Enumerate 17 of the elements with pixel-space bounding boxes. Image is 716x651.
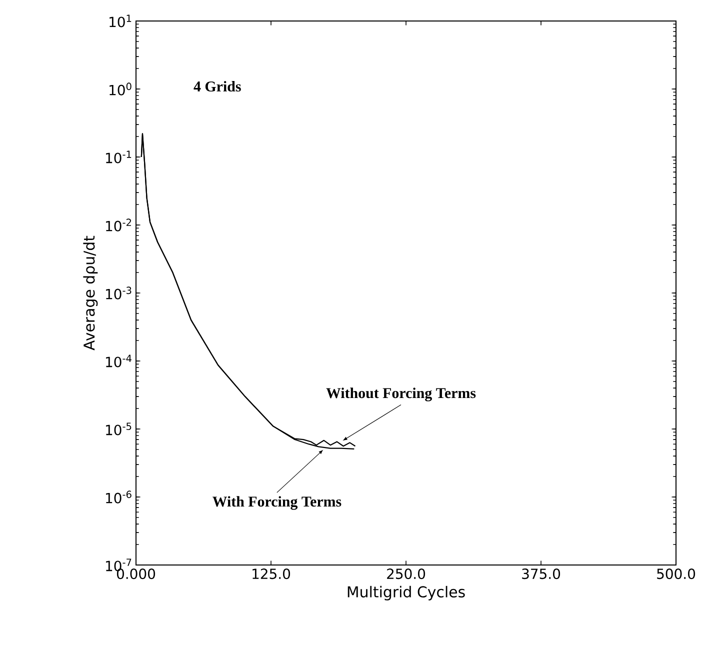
y-tick-label: 10$^{-3}$ (106, 286, 132, 300)
y-axis-title: Average dρu/dt (83, 236, 98, 350)
x-tick-label: 500.0 (657, 568, 696, 580)
annotation: With Forcing Terms (212, 496, 342, 510)
x-tick-label: 125.0 (252, 568, 290, 580)
x-axis-title: Multigrid Cycles (348, 586, 465, 600)
y-tick-label: 10$^{-2}$ (106, 218, 132, 232)
x-tick-label: 250.0 (387, 568, 426, 580)
y-tick-label: 10$^{-5}$ (106, 422, 132, 436)
y-tick-label: 10$^{-4}$ (106, 354, 132, 368)
y-tick-label: 10$^{1}$ (110, 14, 132, 28)
y-tick-label: 10$^{-6}$ (106, 490, 132, 504)
y-tick-label: 10$^{0}$ (110, 82, 132, 96)
annotation: 4 Grids (194, 81, 241, 92)
annotation: Without Forcing Terms (326, 388, 476, 402)
y-tick-label: 10$^{-1}$ (106, 150, 132, 164)
x-tick-label: 375.0 (522, 568, 560, 580)
